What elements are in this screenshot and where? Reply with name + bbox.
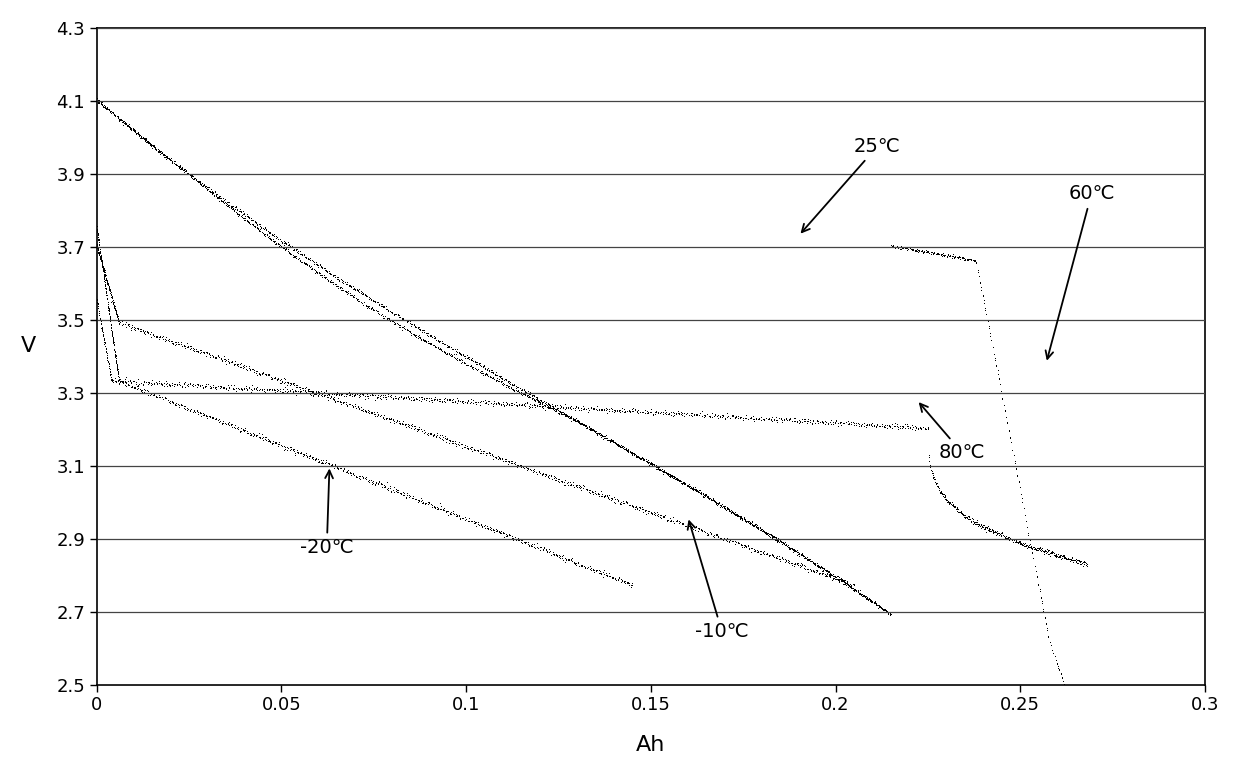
Text: -20℃: -20℃ bbox=[300, 470, 353, 557]
Text: 60℃: 60℃ bbox=[1045, 185, 1115, 359]
Text: 25℃: 25℃ bbox=[802, 137, 900, 232]
Y-axis label: V: V bbox=[21, 336, 36, 356]
X-axis label: Ah: Ah bbox=[636, 735, 666, 755]
Text: -10℃: -10℃ bbox=[688, 521, 749, 641]
Text: 80℃: 80℃ bbox=[920, 404, 986, 462]
